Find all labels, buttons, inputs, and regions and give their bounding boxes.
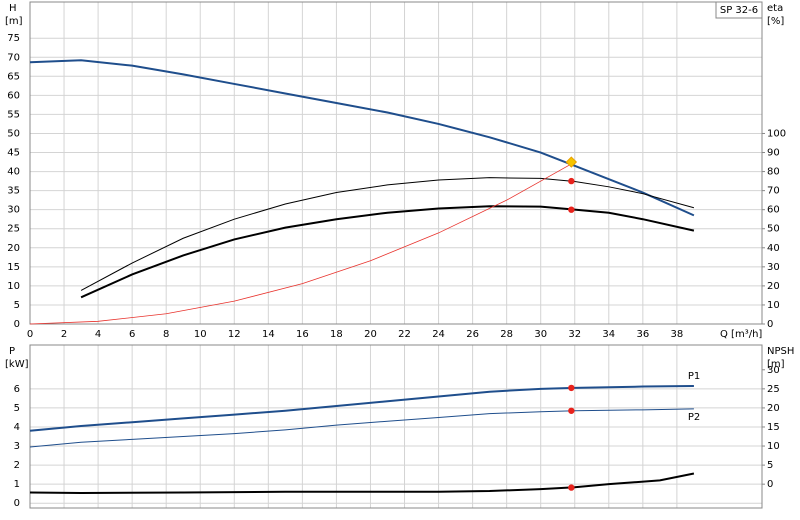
- series-line: [29, 59, 695, 217]
- y2-tick-label: 50: [767, 224, 780, 235]
- y-axis-unit: [m]: [5, 16, 23, 27]
- operating-point: [565, 156, 578, 168]
- y-tick-label: 55: [7, 109, 20, 120]
- y2-tick-label: 30: [767, 365, 780, 376]
- y-tick-label: 75: [7, 33, 20, 44]
- y2-tick-label: 5: [767, 460, 773, 471]
- y-tick-label: 50: [7, 128, 20, 139]
- y2-tick-label: 100: [767, 128, 786, 139]
- x-label-bg: [716, 327, 762, 341]
- series-label: P2: [688, 412, 700, 423]
- y2-tick-label: 0: [767, 479, 773, 490]
- series-label: P1: [688, 371, 700, 382]
- x-tick-label: 24: [432, 329, 445, 340]
- x-tick-label: 30: [534, 329, 547, 340]
- y2-tick-label: 25: [767, 384, 780, 395]
- x-tick-label: 20: [364, 329, 377, 340]
- duty-point: [568, 484, 575, 491]
- y2-axis-title: NPSH: [767, 346, 794, 357]
- y-tick-label: 25: [7, 224, 20, 235]
- y-tick-label: 45: [7, 148, 20, 159]
- x-tick-label: 6: [129, 329, 135, 340]
- x-tick-label: 22: [398, 329, 411, 340]
- y-tick-label: 4: [14, 422, 20, 433]
- y-tick-label: 5: [14, 300, 20, 311]
- y2-tick-label: 70: [767, 186, 780, 197]
- x-tick-label: 26: [466, 329, 479, 340]
- y-tick-label: 10: [7, 281, 20, 292]
- series-line: [29, 161, 575, 325]
- x-tick-label: 16: [296, 329, 309, 340]
- duty-point: [568, 407, 575, 414]
- y-tick-label: 20: [7, 243, 20, 254]
- x-tick-label: 8: [163, 329, 169, 340]
- x-tick-label: 14: [262, 329, 275, 340]
- series-line: [29, 472, 695, 494]
- series-line: [29, 408, 694, 448]
- y2-tick-label: 0: [767, 319, 773, 330]
- y-tick-label: 5: [14, 403, 20, 414]
- y-tick-label: 6: [14, 384, 20, 395]
- plot-frame: [29, 1, 763, 325]
- series-line: [80, 205, 695, 299]
- y2-tick-label: 40: [767, 243, 780, 254]
- y2-tick-label: 60: [767, 205, 780, 216]
- x-tick-label: 36: [636, 329, 649, 340]
- duty-point: [568, 206, 575, 213]
- y-tick-label: 40: [7, 167, 20, 178]
- y2-tick-label: 10: [767, 441, 780, 452]
- x-tick-label: 32: [568, 329, 581, 340]
- y-tick-label: 35: [7, 186, 20, 197]
- y2-tick-label: 90: [767, 148, 780, 159]
- x-axis-title: Q [m³/h]: [720, 329, 762, 340]
- x-tick-label: 2: [61, 329, 67, 340]
- x-tick-label: 12: [228, 329, 241, 340]
- y2-axis-unit: [%]: [767, 16, 784, 27]
- y-tick-label: 0: [14, 319, 20, 330]
- y-axis-unit: [kW]: [5, 359, 29, 370]
- y2-tick-label: 20: [767, 403, 780, 414]
- x-tick-label: 28: [500, 329, 513, 340]
- duty-point: [568, 177, 575, 185]
- y-tick-label: 0: [14, 498, 20, 509]
- y-tick-label: 3: [14, 441, 20, 452]
- y-tick-label: 30: [7, 205, 20, 216]
- y-tick-label: 60: [7, 90, 20, 101]
- x-tick-label: 10: [194, 329, 207, 340]
- y-tick-label: 1: [14, 479, 20, 490]
- y2-tick-label: 15: [767, 422, 780, 433]
- x-tick-label: 0: [27, 329, 33, 340]
- y2-tick-label: 20: [767, 281, 780, 292]
- y2-tick-label: 80: [767, 167, 780, 178]
- x-tick-label: 38: [671, 329, 684, 340]
- y-tick-label: 65: [7, 71, 20, 82]
- y-axis-title: P: [9, 346, 15, 357]
- y2-tick-label: 30: [767, 262, 780, 273]
- plot-frame: [29, 344, 763, 509]
- duty-point: [568, 384, 575, 392]
- series-line: [80, 177, 695, 291]
- x-tick-label: 18: [330, 329, 343, 340]
- y-tick-label: 15: [7, 262, 20, 273]
- y2-axis-unit: [m]: [767, 359, 785, 370]
- title-box: [715, 1, 763, 19]
- y-tick-label: 2: [14, 460, 20, 471]
- x-tick-label: 34: [602, 329, 615, 340]
- x-tick-label: 4: [95, 329, 101, 340]
- y-tick-label: 70: [7, 52, 20, 63]
- y2-tick-label: 10: [767, 300, 780, 311]
- y-axis-title: H: [9, 3, 17, 14]
- y2-axis-title: eta: [767, 3, 783, 14]
- chart-title: SP 32-6: [720, 5, 758, 16]
